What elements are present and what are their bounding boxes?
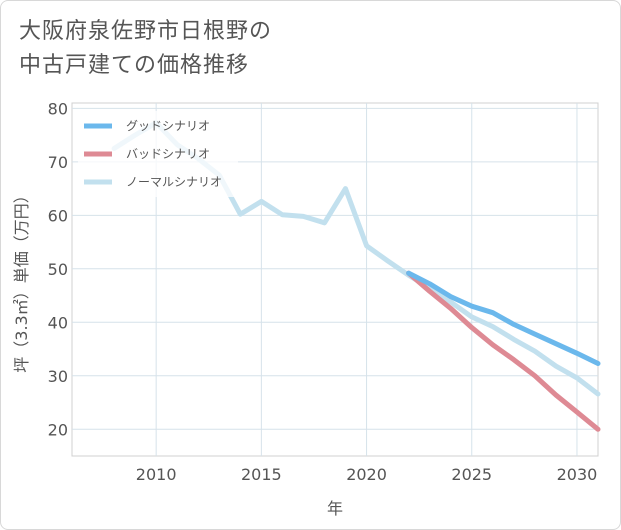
legend-label: バッドシナリオ: [126, 147, 210, 161]
x-tick-label: 2030: [557, 465, 598, 484]
x-tick-label: 2015: [241, 465, 282, 484]
series-line-2: [406, 270, 601, 432]
chart-title: 大阪府泉佐野市日根野の 中古戸建ての価格推移: [19, 19, 273, 78]
legend-label: ノーマルシナリオ: [126, 175, 222, 189]
y-tick-label: 80: [48, 99, 68, 118]
y-tick-label: 50: [48, 260, 68, 279]
legend-label: グッドシナリオ: [126, 119, 210, 133]
y-tick-label: 20: [48, 420, 68, 439]
x-tick-label: 2010: [136, 465, 177, 484]
y-tick-label: 30: [48, 367, 68, 386]
y-axis-label: 坪（3.3㎡）単価（万円）: [12, 187, 31, 372]
y-tick-label: 70: [48, 153, 68, 172]
y-tick-label: 60: [48, 206, 68, 225]
y-tick-label: 40: [48, 313, 68, 332]
grid-lines: [72, 103, 598, 456]
x-axis-label: 年: [327, 499, 343, 518]
x-tick-label: 2025: [451, 465, 492, 484]
series-line-1: [406, 270, 601, 366]
x-tick-label: 2020: [346, 465, 387, 484]
